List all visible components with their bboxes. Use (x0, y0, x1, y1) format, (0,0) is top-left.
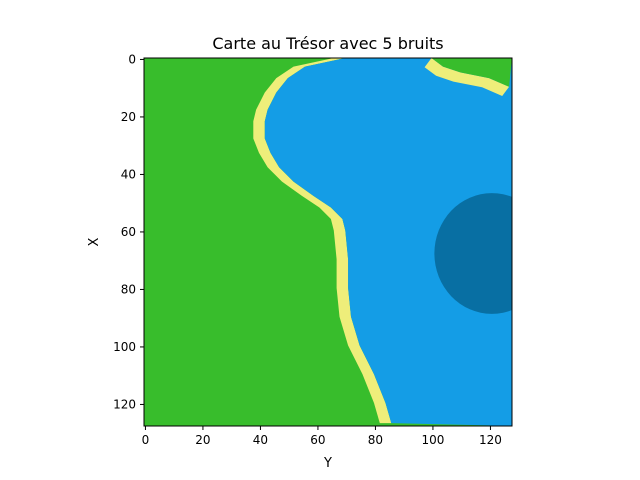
y-tick-label: 80 (121, 282, 136, 296)
chart-title: Carte au Trésor avec 5 bruits (212, 34, 443, 53)
x-axis: 0 20 40 60 80 100 120 (142, 426, 502, 447)
x-tick-label: 100 (421, 433, 444, 447)
deep-water-region (434, 193, 512, 314)
y-tick-label: 120 (113, 397, 136, 411)
shallow-water-region (264, 58, 512, 426)
x-axis-label: Y (323, 456, 332, 471)
grass-upper-right-corner (431, 58, 512, 87)
y-axis: 0 20 40 60 80 100 120 (113, 52, 144, 411)
x-tick-label: 0 (142, 433, 150, 447)
x-tick-label: 120 (479, 433, 502, 447)
sand-strip-main (253, 58, 392, 424)
x-tick-label: 60 (310, 433, 325, 447)
plot-area (144, 58, 512, 426)
y-tick-label: 20 (121, 110, 136, 124)
y-tick-label: 60 (121, 225, 136, 239)
y-tick-label: 100 (113, 340, 136, 354)
x-tick-label: 40 (253, 433, 268, 447)
x-tick-label: 80 (368, 433, 383, 447)
y-axis-label: X (87, 237, 102, 246)
y-tick-label: 0 (128, 52, 136, 66)
y-tick-label: 40 (121, 167, 136, 181)
plot-frame (143, 57, 513, 427)
sand-strip-upper-right (424, 58, 510, 96)
x-tick-label: 20 (195, 433, 210, 447)
